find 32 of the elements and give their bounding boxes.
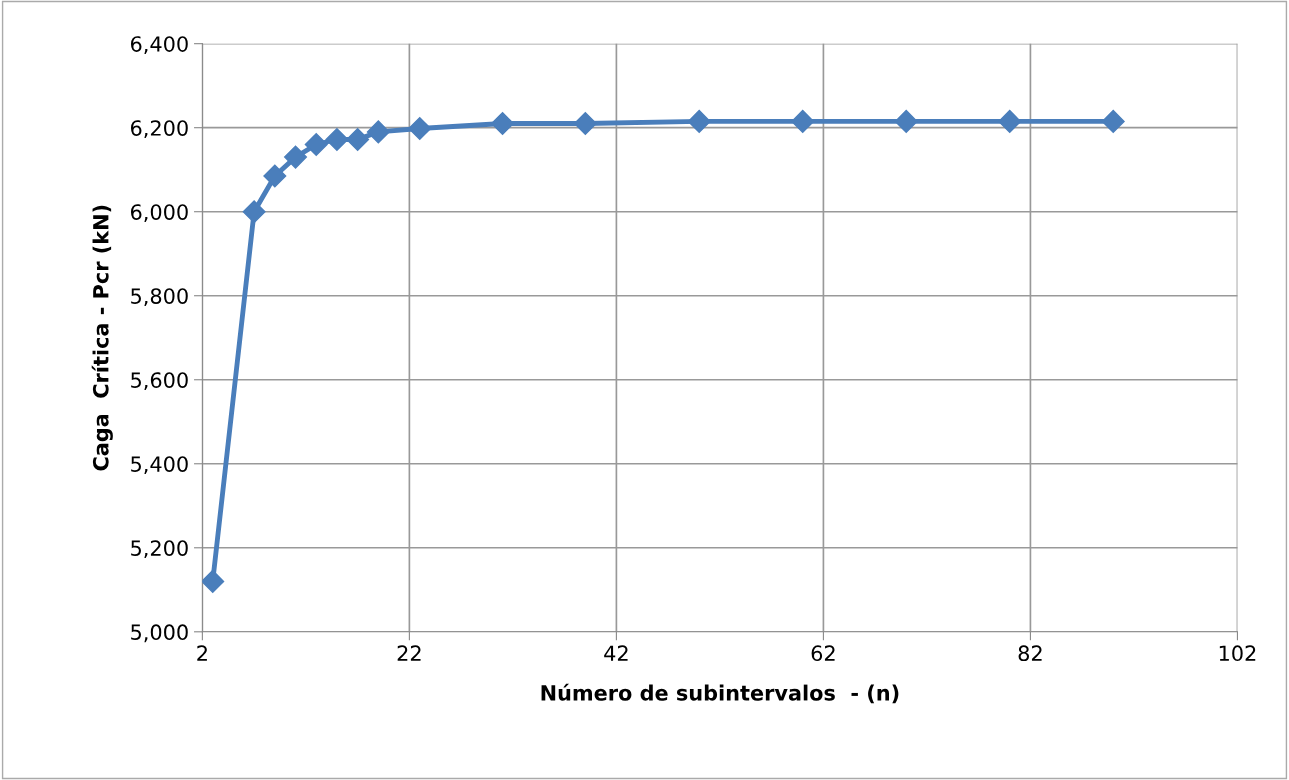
x-tick-label: 2 (197, 645, 207, 661)
y-axis-title: Caga Crítica - Pcr (kN) (91, 205, 113, 471)
x-tick-label: 62 (811, 645, 835, 662)
y-tick-label: 5,600 (131, 372, 188, 391)
y-tick-label: 6,000 (130, 204, 188, 223)
y-tick-label: 5,800 (131, 288, 188, 307)
point (408, 117, 432, 141)
point (263, 164, 287, 188)
point (366, 120, 390, 144)
point (1101, 109, 1125, 133)
point (998, 109, 1022, 133)
point (202, 569, 225, 593)
y-tick-label: 6,200 (130, 120, 188, 139)
point (325, 127, 349, 151)
y-tick-label: 5,200 (131, 540, 188, 559)
x-tick-label: 22 (397, 645, 421, 661)
x-tick-label: 42 (604, 645, 628, 661)
point (346, 127, 370, 151)
x-axis-title: Número de subintervalos - (n) (541, 683, 899, 704)
point (304, 133, 328, 156)
point (894, 109, 918, 133)
x-tick-label: 102 (1219, 645, 1256, 662)
y-tick-label: 5,400 (131, 456, 188, 475)
point (491, 111, 515, 135)
y-tick-label: 5,000 (131, 624, 188, 643)
point (687, 109, 711, 133)
x-tick-label: 82 (1018, 645, 1042, 662)
y-tick-label: 6,400 (130, 36, 188, 55)
point (284, 145, 308, 169)
point (573, 111, 597, 135)
point (242, 200, 266, 224)
point (791, 109, 815, 133)
